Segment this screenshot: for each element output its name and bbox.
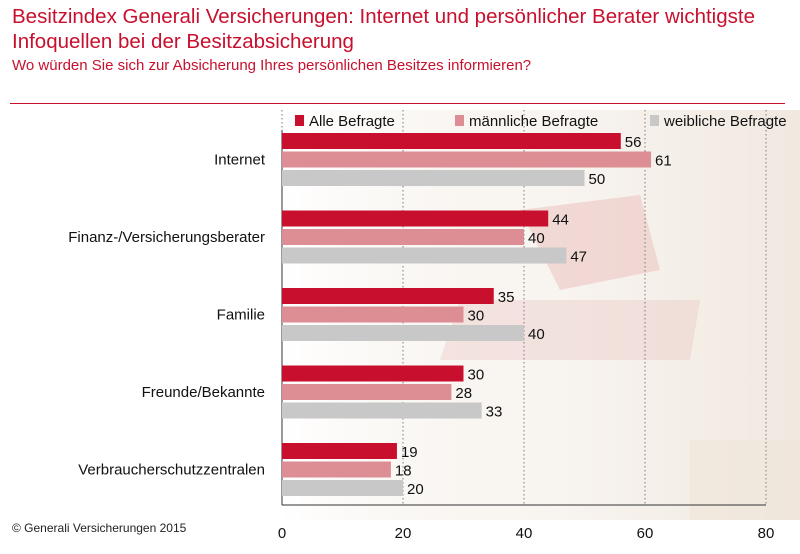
category-label: Finanz-/Versicherungsberater [68,229,265,246]
x-tick-label: 80 [758,525,775,542]
data-label: 50 [589,171,606,188]
legend-label: weibliche Befragte [663,113,787,130]
x-tick-label: 60 [637,525,654,542]
data-label: 19 [401,444,418,461]
data-label: 56 [625,134,642,151]
bar [282,306,464,323]
data-label: 33 [486,404,503,421]
x-tick-label: 0 [278,525,286,542]
bar [282,288,494,304]
data-label: 30 [468,308,485,325]
legend-label: Alle Befragte [309,113,395,130]
legend-swatch [455,115,464,126]
data-label: 61 [655,153,672,170]
bar [282,170,585,186]
category-label: Verbraucherschutzzentralen [78,462,265,479]
bar [282,151,652,168]
bar [282,384,452,400]
bar [282,461,391,478]
chart-subtitle: Wo würden Sie sich zur Absicherung Ihres… [12,57,532,74]
data-label: 35 [498,289,515,306]
legend-label: männliche Befragte [469,113,598,130]
bar [282,247,567,264]
data-label: 44 [552,212,569,229]
x-tick-label: 40 [516,525,533,542]
bar [282,133,621,149]
bar [282,365,464,382]
bar [282,325,524,341]
bar [282,229,524,245]
copyright-notice: © Generali Versicherungen 2015 [12,521,187,535]
chart-title: Besitzindex Generali Versicherungen: Int… [12,5,755,53]
data-label: 18 [395,463,412,480]
data-label: 28 [455,385,472,402]
bar [282,443,397,459]
bar [282,402,482,419]
category-label: Freunde/Bekannte [142,384,265,401]
bar [282,480,403,496]
data-label: 47 [570,249,587,266]
legend-swatch [650,115,659,126]
title-divider [10,103,785,104]
data-label: 30 [468,367,485,384]
legend-swatch [295,115,304,126]
data-label: 40 [528,326,545,343]
x-tick-label: 20 [395,525,412,542]
bar [282,210,549,227]
category-label: Familie [217,307,265,324]
data-label: 20 [407,481,424,498]
category-label: Internet [214,152,266,169]
data-label: 40 [528,230,545,247]
